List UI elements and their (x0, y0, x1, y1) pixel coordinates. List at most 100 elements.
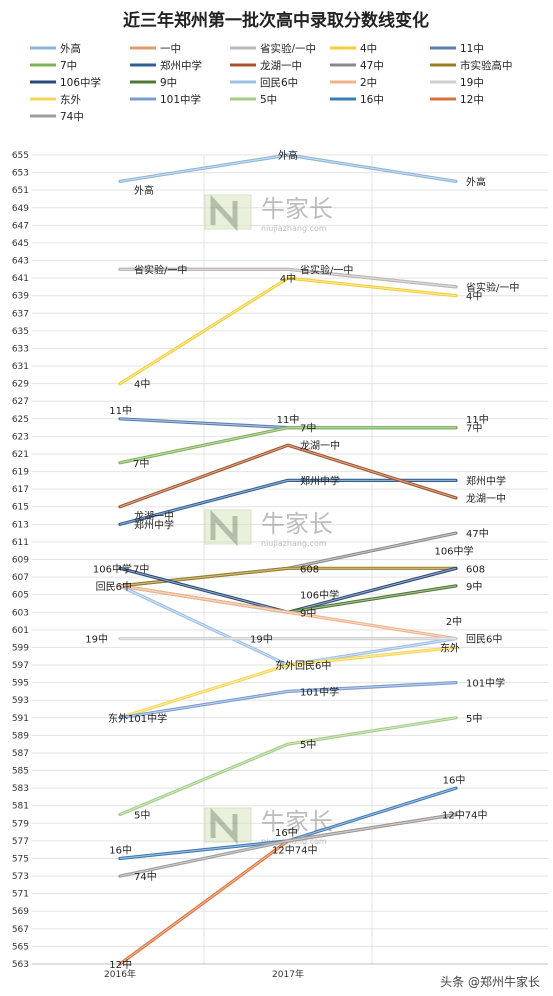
data-label: 12中74中 (272, 844, 317, 857)
y-tick-label: 643 (12, 257, 29, 267)
legend-entry: 19中 (430, 76, 484, 89)
legend-entry: 7中 (30, 59, 77, 72)
data-label: 47中 (466, 527, 489, 540)
y-tick-label: 631 (12, 362, 29, 372)
data-label: 5中 (466, 712, 482, 725)
data-label: 106中学 (434, 545, 473, 558)
data-label: 7中 (300, 422, 316, 435)
data-label: 外高 (278, 149, 298, 162)
series-line (118, 276, 458, 386)
y-tick-label: 647 (12, 221, 29, 231)
legend-entry: 一中 (130, 42, 181, 55)
x-tick-label: 2016年 (104, 968, 136, 980)
y-tick-label: 609 (12, 556, 29, 566)
data-label: 郑州中学 (134, 518, 174, 531)
data-label: 2中 (446, 615, 462, 628)
data-label: 12中 (109, 958, 132, 971)
chart-legend: 外高 一中 省实验/一中 4中 11中 7中 郑州中学 龙湖一中 47中 市实验高中 106中学 9中… (30, 42, 513, 123)
legend-entry: 106中学 (30, 76, 101, 89)
series-line-highlight (119, 444, 457, 508)
y-tick-label: 603 (12, 608, 29, 618)
series-line (118, 425, 458, 465)
legend-label: 省实验/一中 (260, 42, 316, 55)
data-label: 5中 (134, 809, 150, 822)
legend-label: 一中 (160, 42, 181, 55)
data-label: 19中 (85, 633, 108, 646)
y-tick-label: 565 (12, 942, 29, 952)
y-tick-label: 571 (12, 890, 29, 900)
y-tick-label: 649 (12, 204, 29, 214)
legend-entry: 东外 (30, 93, 81, 106)
legend-entry: 市实验高中 (430, 59, 513, 72)
y-tick-label: 579 (12, 819, 29, 829)
data-label: 9中 (466, 580, 482, 593)
series-line-highlight (119, 717, 457, 815)
series-line (118, 153, 458, 183)
legend-entry: 47中 (330, 59, 384, 72)
legend-label: 74中 (60, 110, 84, 123)
legend-entry: 11中 (430, 42, 484, 55)
data-label: 4中 (134, 378, 150, 391)
legend-label: 龙湖一中 (260, 59, 302, 72)
series-line-highlight (119, 567, 456, 587)
data-label: 郑州中学 (300, 474, 340, 487)
data-label: 106中学 (300, 589, 339, 602)
y-tick-label: 595 (12, 679, 29, 689)
series-line (118, 645, 458, 720)
series-line (118, 267, 458, 289)
legend-entry: 郑州中学 (130, 59, 202, 72)
legend-entry: 101中学 (130, 93, 201, 106)
legend-label: 19中 (460, 76, 484, 89)
series-line-highlight (119, 427, 456, 464)
legend-entry: 省实验/一中 (230, 42, 316, 55)
legend-label: 9中 (160, 76, 177, 89)
data-label: 东外101中学 (108, 712, 167, 725)
x-axis-ticks: 2016年 2017年 (104, 968, 304, 980)
data-label: 龙湖一中 (134, 510, 174, 523)
y-tick-label: 625 (12, 415, 29, 425)
data-label: 外高 (466, 175, 486, 188)
data-label: 16中 (275, 826, 298, 839)
y-tick-label: 623 (12, 432, 29, 442)
series-line (118, 584, 458, 641)
series-line-highlight (120, 268, 457, 288)
series-line-highlight (119, 277, 457, 385)
legend-label: 47中 (360, 59, 384, 72)
data-label: 东外回民6中 (275, 659, 331, 672)
data-label: 74中 (134, 870, 157, 883)
y-tick-label: 577 (12, 837, 29, 847)
y-tick-label: 601 (12, 626, 29, 636)
y-tick-label: 633 (12, 344, 29, 354)
series-line-highlight (119, 585, 457, 640)
data-label: 9中 (300, 606, 316, 619)
legend-entry: 12中 (430, 93, 484, 106)
legend-label: 4中 (360, 42, 377, 55)
watermark-site: niujiazhang.com (261, 539, 327, 548)
legend-label: 106中学 (60, 76, 101, 89)
data-label: 11中 (277, 413, 300, 426)
y-tick-label: 645 (12, 239, 29, 249)
legend-label: 东外 (60, 93, 81, 106)
y-tick-label: 619 (12, 468, 29, 478)
series-line (118, 443, 458, 509)
series-line-highlight (119, 646, 457, 719)
series-line (118, 566, 458, 614)
data-label: 16中 (443, 773, 466, 786)
y-tick-label: 655 (12, 151, 29, 161)
data-label: 龙湖一中 (466, 492, 506, 505)
y-tick-label: 587 (12, 749, 29, 759)
y-tick-label: 611 (12, 538, 29, 548)
legend-entry: 5中 (230, 93, 277, 106)
data-label: 外高 (134, 184, 154, 197)
y-tick-label: 621 (12, 450, 29, 460)
watermark-n-icon (210, 807, 238, 845)
y-tick-label: 615 (12, 503, 29, 513)
y-tick-label: 593 (12, 696, 29, 706)
legend-label: 11中 (460, 42, 484, 55)
series-line-highlight (119, 567, 457, 613)
